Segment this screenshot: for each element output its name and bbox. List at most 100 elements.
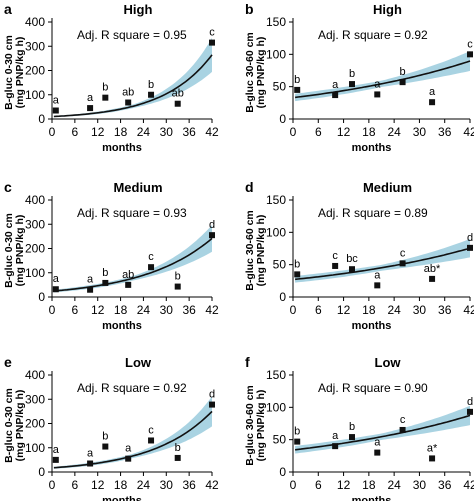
x-tick-label: 24 — [387, 478, 401, 492]
x-tick-label: 42 — [205, 303, 219, 317]
y-tick-label: 100 — [25, 266, 45, 280]
confidence-band — [53, 225, 213, 293]
y-tick-label: 100 — [266, 400, 286, 414]
data-point — [374, 449, 381, 456]
x-tick-label: 30 — [160, 125, 174, 139]
data-point — [294, 86, 301, 93]
data-point — [332, 443, 339, 450]
data-point — [52, 107, 59, 114]
y-tick-label: 150 — [266, 15, 286, 29]
data-point — [125, 455, 132, 462]
point-letter: b — [294, 74, 300, 86]
point-letter: c — [332, 250, 338, 262]
data-point — [332, 92, 339, 99]
x-axis-label: months — [352, 142, 392, 154]
point-letter: a — [87, 92, 94, 104]
y-tick-label: 0 — [279, 112, 286, 126]
x-tick-label: 30 — [160, 303, 174, 317]
y-tick-label: 50 — [273, 80, 287, 94]
panel-title: High — [124, 2, 153, 17]
x-tick-label: 18 — [362, 478, 376, 492]
point-letter: a — [53, 273, 60, 285]
data-point — [467, 408, 473, 415]
panel-letter: a — [4, 1, 12, 17]
point-letter: b — [349, 421, 355, 433]
x-tick-label: 42 — [463, 125, 474, 139]
point-letter: b — [102, 82, 108, 94]
x-tick-label: 36 — [438, 303, 452, 317]
fitted-curve — [53, 237, 213, 292]
x-tick-label: 36 — [182, 303, 196, 317]
y-tick-label: 0 — [38, 112, 45, 126]
x-tick-label: 12 — [91, 478, 105, 492]
y-axis-label-line2: (mg PNP/kg h) — [14, 390, 26, 462]
x-tick-label: 18 — [362, 125, 376, 139]
point-letter: a — [374, 78, 381, 90]
y-tick-label: 150 — [266, 193, 286, 207]
data-point — [148, 264, 155, 271]
data-point — [429, 455, 436, 462]
point-letter: c — [209, 27, 215, 39]
point-letter: ab* — [424, 263, 441, 275]
point-letter: b — [294, 258, 300, 270]
r-square-annotation: Adj. R square = 0.93 — [77, 206, 187, 220]
x-tick-label: 12 — [337, 303, 351, 317]
data-point — [209, 401, 215, 408]
x-tick-label: 24 — [387, 303, 401, 317]
confidence-band — [295, 51, 470, 102]
y-tick-label: 150 — [266, 368, 286, 382]
y-tick-label: 400 — [25, 368, 45, 382]
fitted-curve — [295, 247, 471, 281]
y-axis-label-line1: B-gluc 30-60 cm — [244, 32, 256, 113]
point-letter: b — [175, 271, 181, 283]
point-letter: a* — [427, 442, 438, 454]
data-point — [349, 266, 355, 273]
data-point — [332, 262, 339, 269]
point-letter: d — [467, 232, 473, 244]
y-tick-label: 0 — [38, 465, 45, 479]
point-letter: b — [294, 426, 300, 438]
x-tick-label: 6 — [315, 125, 322, 139]
data-point — [174, 454, 181, 461]
x-tick-label: 18 — [114, 478, 128, 492]
x-tick-label: 0 — [49, 303, 56, 317]
point-letter: c — [400, 247, 406, 259]
y-axis-label-line1: B-gluc 30-60 cm — [244, 385, 256, 466]
y-axis-label-line1: B-gluc 0-30 cm — [3, 35, 15, 110]
panel-letter: f — [245, 354, 250, 370]
confidence-band — [53, 396, 213, 469]
point-letter: c — [400, 414, 406, 426]
x-tick-label: 6 — [72, 303, 79, 317]
point-letter: a — [53, 444, 60, 456]
panel-title: High — [373, 2, 402, 17]
point-letter: a — [374, 437, 381, 449]
data-point — [399, 426, 406, 433]
y-tick-label: 200 — [25, 417, 45, 431]
panel-title: Medium — [363, 180, 412, 195]
fitted-curve — [53, 410, 213, 469]
point-letter: b — [102, 431, 108, 443]
data-point — [399, 260, 406, 267]
x-tick-label: 0 — [49, 478, 56, 492]
data-point — [52, 456, 59, 463]
x-tick-label: 12 — [91, 125, 105, 139]
y-tick-label: 400 — [25, 193, 45, 207]
point-letter: a — [53, 95, 60, 107]
point-letter: b — [175, 442, 181, 454]
r-square-annotation: Adj. R square = 0.90 — [318, 381, 428, 395]
y-axis-label-line2: (mg PNP/kg h) — [14, 215, 26, 287]
panel-letter: d — [245, 179, 254, 195]
point-letter: c — [467, 38, 473, 50]
y-tick-label: 0 — [279, 465, 286, 479]
y-tick-label: 100 — [25, 88, 45, 102]
y-axis-label-line2: (mg PNP/kg h) — [255, 215, 267, 287]
point-letter: a — [332, 430, 339, 442]
y-tick-label: 100 — [266, 225, 286, 239]
data-point — [125, 99, 132, 106]
x-axis-label: months — [102, 320, 142, 332]
data-point — [87, 460, 94, 467]
point-letter: b — [349, 68, 355, 80]
y-axis-label-line2: (mg PNP/kg h) — [255, 390, 267, 462]
y-tick-label: 300 — [25, 392, 45, 406]
